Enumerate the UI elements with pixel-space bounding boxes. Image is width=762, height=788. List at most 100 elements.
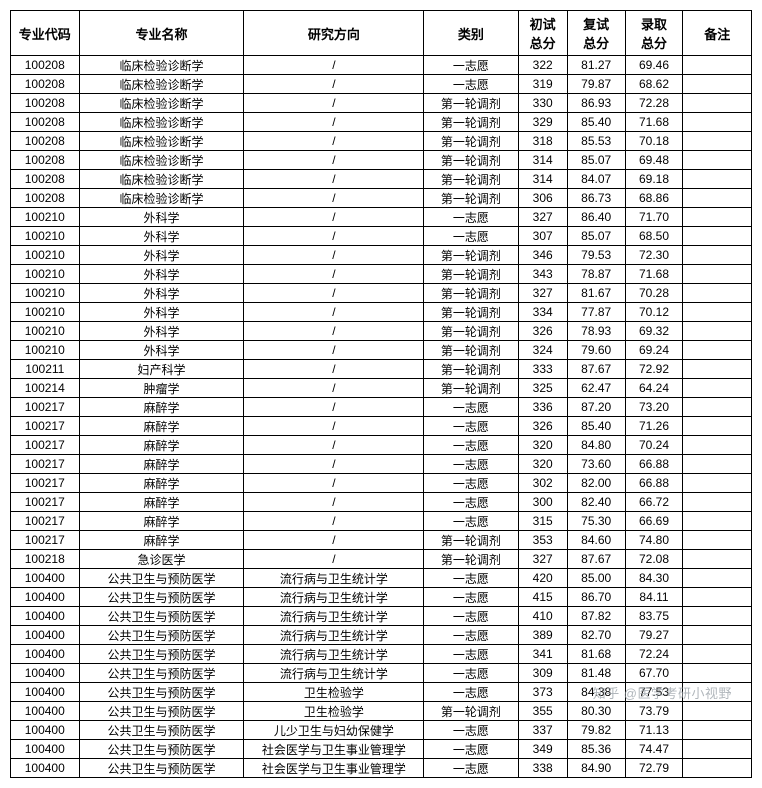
table-row: 100218急诊医学/第一轮调剂32787.6772.08 (11, 550, 752, 569)
table-cell: 麻醉学 (79, 398, 244, 417)
table-cell: 80.30 (567, 702, 625, 721)
table-cell: 72.28 (625, 94, 683, 113)
table-row: 100210外科学/第一轮调剂32678.9369.32 (11, 322, 752, 341)
table-row: 100210外科学/一志愿30785.0768.50 (11, 227, 752, 246)
table-cell: 麻醉学 (79, 455, 244, 474)
table-cell: 一志愿 (424, 455, 518, 474)
table-cell: 麻醉学 (79, 512, 244, 531)
table-row: 100400公共卫生与预防医学社会医学与卫生事业管理学一志愿33884.9072… (11, 759, 752, 778)
table-cell: 第一轮调剂 (424, 151, 518, 170)
table-cell: 325 (518, 379, 567, 398)
table-cell: 72.30 (625, 246, 683, 265)
table-cell: 389 (518, 626, 567, 645)
table-cell: / (244, 474, 424, 493)
table-cell: 临床检验诊断学 (79, 56, 244, 75)
table-cell: 一志愿 (424, 75, 518, 94)
table-cell: 100400 (11, 683, 80, 702)
table-cell: 302 (518, 474, 567, 493)
table-cell: 82.70 (567, 626, 625, 645)
table-cell: 100400 (11, 740, 80, 759)
table-row: 100208临床检验诊断学/第一轮调剂31885.5370.18 (11, 132, 752, 151)
table-cell: 一志愿 (424, 417, 518, 436)
table-cell: 81.48 (567, 664, 625, 683)
table-row: 100400公共卫生与预防医学流行病与卫生统计学一志愿41087.8283.75 (11, 607, 752, 626)
table-cell: 100217 (11, 417, 80, 436)
table-cell: 337 (518, 721, 567, 740)
table-cell: 外科学 (79, 265, 244, 284)
table-cell: / (244, 151, 424, 170)
table-cell: 68.50 (625, 227, 683, 246)
table-cell: 一志愿 (424, 493, 518, 512)
table-cell: 314 (518, 170, 567, 189)
table-cell: 100400 (11, 569, 80, 588)
table-cell: 72.79 (625, 759, 683, 778)
table-cell: 72.08 (625, 550, 683, 569)
table-cell: 第一轮调剂 (424, 341, 518, 360)
table-cell: / (244, 360, 424, 379)
table-cell: 74.47 (625, 740, 683, 759)
table-cell: 100211 (11, 360, 80, 379)
table-cell (683, 512, 752, 531)
table-cell (683, 170, 752, 189)
table-cell: 第一轮调剂 (424, 303, 518, 322)
table-cell: 外科学 (79, 322, 244, 341)
table-cell: 84.90 (567, 759, 625, 778)
table-cell: 一志愿 (424, 683, 518, 702)
table-cell: / (244, 493, 424, 512)
table-row: 100210外科学/第一轮调剂32479.6069.24 (11, 341, 752, 360)
table-row: 100217麻醉学/一志愿33687.2073.20 (11, 398, 752, 417)
table-cell: 307 (518, 227, 567, 246)
column-header: 研究方向 (244, 11, 424, 56)
table-row: 100210外科学/第一轮调剂32781.6770.28 (11, 284, 752, 303)
table-cell: 81.27 (567, 56, 625, 75)
table-cell: 330 (518, 94, 567, 113)
table-cell: 100208 (11, 94, 80, 113)
table-cell: / (244, 265, 424, 284)
table-cell: 一志愿 (424, 436, 518, 455)
table-cell: / (244, 341, 424, 360)
table-cell: 100208 (11, 113, 80, 132)
table-cell: 86.93 (567, 94, 625, 113)
table-cell: 100217 (11, 493, 80, 512)
table-cell: / (244, 436, 424, 455)
table-cell: 70.12 (625, 303, 683, 322)
column-header: 类别 (424, 11, 518, 56)
table-cell: 77.53 (625, 683, 683, 702)
table-cell: 100210 (11, 341, 80, 360)
table-row: 100210外科学/一志愿32786.4071.70 (11, 208, 752, 227)
table-cell: 86.40 (567, 208, 625, 227)
table-cell: 333 (518, 360, 567, 379)
table-cell: 100217 (11, 455, 80, 474)
table-row: 100217麻醉学/一志愿32073.6066.88 (11, 455, 752, 474)
table-cell: 79.27 (625, 626, 683, 645)
table-cell: 外科学 (79, 208, 244, 227)
table-cell: 第一轮调剂 (424, 531, 518, 550)
table-cell: 79.87 (567, 75, 625, 94)
table-cell: 临床检验诊断学 (79, 75, 244, 94)
table-cell: 74.80 (625, 531, 683, 550)
table-cell: 82.00 (567, 474, 625, 493)
table-cell: 社会医学与卫生事业管理学 (244, 740, 424, 759)
table-cell: 420 (518, 569, 567, 588)
column-header: 专业名称 (79, 11, 244, 56)
table-cell: 急诊医学 (79, 550, 244, 569)
table-cell: 306 (518, 189, 567, 208)
column-header: 复试总分 (567, 11, 625, 56)
table-cell: 100217 (11, 474, 80, 493)
table-cell (683, 569, 752, 588)
table-cell: 肿瘤学 (79, 379, 244, 398)
table-cell: 第一轮调剂 (424, 379, 518, 398)
table-cell: 一志愿 (424, 588, 518, 607)
table-cell (683, 474, 752, 493)
table-cell: / (244, 132, 424, 151)
table-cell (683, 607, 752, 626)
table-cell: 100217 (11, 512, 80, 531)
table-row: 100217麻醉学/第一轮调剂35384.6074.80 (11, 531, 752, 550)
table-cell: 一志愿 (424, 512, 518, 531)
table-cell: 69.24 (625, 341, 683, 360)
table-row: 100208临床检验诊断学/一志愿32281.2769.46 (11, 56, 752, 75)
table-cell: 85.00 (567, 569, 625, 588)
table-cell: 麻醉学 (79, 417, 244, 436)
table-cell: 100400 (11, 721, 80, 740)
table-cell: 336 (518, 398, 567, 417)
